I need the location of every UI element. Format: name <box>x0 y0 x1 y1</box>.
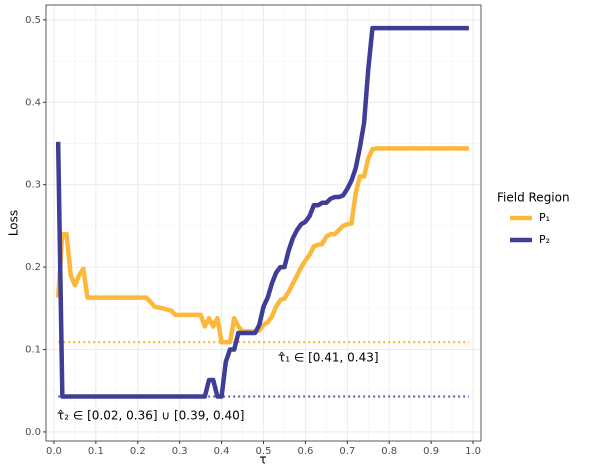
x-tick-label: 0.2 <box>130 446 146 457</box>
legend-label: P₁ <box>539 211 550 224</box>
x-tick-label: 0.1 <box>88 446 104 457</box>
series-line <box>55 146 469 345</box>
y-axis-label: Loss <box>7 210 21 236</box>
series-line <box>55 25 469 399</box>
x-tick-label: 0.0 <box>46 446 62 457</box>
x-tick-label: 0.9 <box>423 446 439 457</box>
annotation: τ̂₁ ∈ [0.41, 0.43] <box>278 351 379 365</box>
y-tick-label: 0.3 <box>25 180 41 191</box>
x-tick-label: 0.4 <box>214 446 230 457</box>
x-tick-label: 1.0 <box>465 446 481 457</box>
x-tick-label: 0.8 <box>381 446 397 457</box>
plot <box>55 25 469 399</box>
x-tick-label: 0.7 <box>339 446 355 457</box>
legend-title: Field Region <box>497 191 570 205</box>
y-tick-label: 0.1 <box>25 345 41 356</box>
y-tick-label: 0.0 <box>25 427 41 438</box>
y-tick-label: 0.2 <box>25 262 41 273</box>
legend-label: P₂ <box>539 233 550 246</box>
x-tick-label: 0.5 <box>256 446 272 457</box>
x-axis-label: τ <box>259 453 266 467</box>
annotation: τ̂₂ ∈ [0.02, 0.36] ∪ [0.39, 0.40] <box>57 409 244 423</box>
y-tick-label: 0.4 <box>25 97 41 108</box>
x-tick-label: 0.6 <box>297 446 313 457</box>
x-tick-label: 0.3 <box>172 446 188 457</box>
y-tick-label: 0.5 <box>25 15 41 26</box>
